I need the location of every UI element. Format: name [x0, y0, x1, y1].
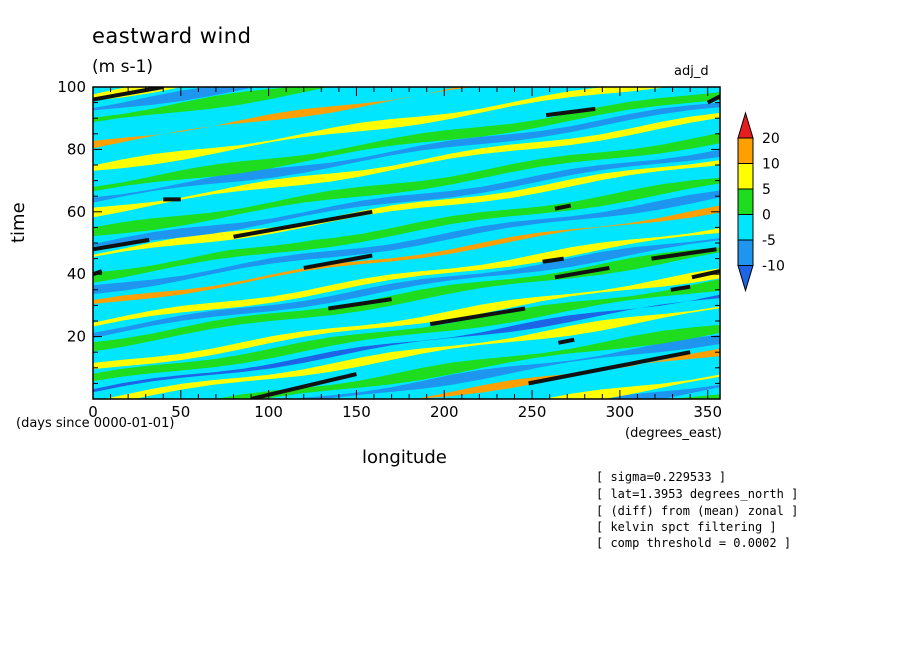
colorbar-triangle-top — [737, 111, 754, 139]
note-line: [ comp threshold = 0.0002 ] — [596, 536, 792, 550]
threshold-segment — [429, 306, 526, 327]
y-tick-label: 40 — [67, 265, 86, 283]
contour-band — [93, 87, 182, 101]
chart-units: (m s-1) — [92, 57, 154, 77]
contour-band — [93, 87, 667, 171]
colorbar-box — [737, 214, 754, 241]
contour-bands — [93, 87, 720, 399]
contour-band — [145, 313, 720, 399]
contour-band — [413, 348, 720, 399]
threshold-segment — [303, 253, 373, 270]
note-line: [ (diff) from (mean) zonal ] — [596, 504, 799, 518]
threshold-segment — [542, 256, 564, 264]
x-tick-label: 200 — [430, 403, 459, 421]
x-units-label: (degrees_east) — [625, 426, 722, 441]
contour-band — [93, 247, 720, 352]
colorbar-label: -10 — [762, 259, 785, 275]
threshold-segment — [233, 209, 373, 239]
contour-band — [598, 384, 720, 399]
contour-band — [93, 112, 720, 218]
contour-band — [93, 228, 720, 327]
contour-band — [215, 324, 720, 399]
contour-band — [543, 374, 720, 399]
contour-band — [93, 132, 720, 237]
contour-band — [292, 334, 720, 399]
colorbar: -10 -5 0 5 10 20 — [737, 111, 785, 293]
threshold-segment — [670, 284, 691, 292]
contour-band — [93, 169, 720, 273]
contour-band — [103, 306, 720, 399]
colorbar-label: 5 — [762, 182, 771, 198]
y-axis-ticks: 20 40 60 80 100 — [57, 78, 720, 400]
colorbar-box — [737, 188, 754, 215]
colorbar-box — [737, 239, 754, 266]
contour-band — [93, 177, 720, 283]
y-tick-label: 100 — [57, 78, 86, 96]
threshold-segment — [691, 269, 720, 280]
contour-band — [463, 357, 720, 399]
contour-band — [93, 205, 720, 304]
x-tick-label: 100 — [254, 403, 283, 421]
y-tick-label: 60 — [67, 203, 86, 221]
contour-band — [93, 87, 126, 93]
y-units-label: (days since 0000-01-01) — [16, 416, 175, 431]
threshold-segment — [554, 265, 610, 280]
contour-band — [93, 211, 720, 313]
corner-label: adj_d — [674, 64, 709, 79]
threshold-segment — [558, 337, 575, 345]
colorbar-box — [737, 137, 754, 164]
threshold-segment — [93, 87, 164, 102]
colorbar-label: -5 — [762, 233, 776, 249]
contour-band — [93, 87, 474, 149]
x-tick-label: 300 — [606, 403, 635, 421]
colorbar-label: 20 — [762, 131, 780, 147]
contour-band — [93, 294, 720, 393]
note-line: [ sigma=0.229533 ] — [596, 470, 727, 484]
colorbar-box — [737, 163, 754, 190]
contour-band — [93, 268, 720, 370]
x-tick-label: 150 — [342, 403, 371, 421]
contour-band — [93, 87, 256, 111]
colorbar-label: 10 — [762, 157, 780, 173]
threshold-segment — [528, 350, 691, 386]
contour-band — [93, 87, 720, 179]
x-tick-label: 0 — [88, 403, 98, 421]
contour-band — [93, 119, 720, 227]
threshold-segment — [545, 106, 596, 118]
x-axis-title: longitude — [362, 447, 447, 468]
contour-band — [93, 255, 720, 360]
x-tick-label: 50 — [171, 403, 190, 421]
x-tick-label: 250 — [518, 403, 547, 421]
threshold-segment — [328, 297, 392, 311]
contour-band — [93, 279, 720, 382]
threshold-segment — [706, 94, 720, 105]
contour-band — [93, 149, 720, 247]
chart-title: eastward wind — [92, 24, 252, 48]
x-tick-label: 350 — [693, 403, 722, 421]
contour-band — [93, 87, 330, 123]
colorbar-label: 0 — [762, 208, 771, 224]
y-tick-label: 20 — [67, 328, 86, 346]
threshold-segment — [93, 269, 103, 277]
y-axis-title: time — [8, 202, 29, 243]
x-axis-ticks: 0 50 100 150 200 250 300 350 — [88, 87, 722, 421]
threshold-segment — [93, 237, 150, 252]
contour-band — [93, 190, 720, 295]
y-tick-label: 80 — [67, 140, 86, 158]
contour-band — [93, 92, 720, 192]
threshold-segment — [651, 247, 717, 261]
contour-band — [93, 102, 720, 203]
contour-band — [93, 87, 409, 137]
threshold-segment — [554, 203, 572, 211]
colorbar-triangle-bottom — [737, 265, 754, 293]
contour-band — [93, 238, 720, 338]
contour-band — [93, 87, 575, 161]
note-line: [ kelvin spct filtering ] — [596, 520, 777, 534]
note-line: [ lat=1.3953 degrees_north ] — [596, 487, 799, 501]
threshold-segments — [93, 87, 720, 399]
